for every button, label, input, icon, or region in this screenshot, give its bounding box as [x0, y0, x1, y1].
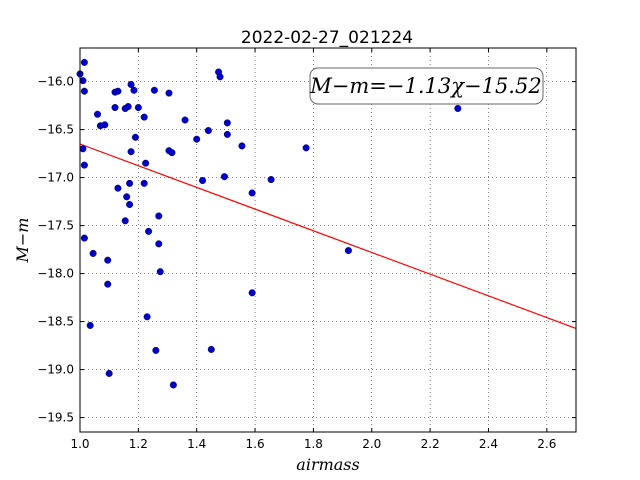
data-point: [134, 104, 142, 112]
data-point: [79, 145, 87, 153]
data-point: [127, 80, 135, 88]
fit-line-group: [79, 143, 577, 329]
data-point: [344, 247, 352, 255]
data-point: [267, 176, 275, 184]
data-point: [114, 87, 122, 95]
data-point: [140, 179, 148, 187]
data-point: [94, 110, 102, 118]
y-tick-label: −18.0: [37, 267, 74, 281]
x-tick-label: 2.4: [479, 437, 498, 451]
data-point: [165, 89, 173, 97]
x-tick-label: 1.6: [246, 437, 265, 451]
x-tick-label: 1.0: [70, 437, 89, 451]
data-point: [193, 135, 201, 143]
data-points: [76, 58, 462, 389]
annotation-box: [309, 67, 544, 105]
y-axis-ticks: −16.0 −16.5 −17.0 −17.5 −18.0 −18.5 −19.0 −19.5: [37, 75, 576, 425]
x-axis-label: airmass: [296, 455, 359, 474]
y-tick-label: −17.5: [37, 219, 74, 233]
data-point: [80, 161, 88, 169]
data-point: [168, 149, 176, 157]
data-point: [89, 249, 97, 257]
fit-line: [79, 143, 577, 329]
data-point: [123, 193, 131, 201]
data-point: [131, 133, 139, 141]
x-tick-label: 2.0: [362, 437, 381, 451]
x-tick-label: 1.8: [304, 437, 323, 451]
y-axis-label: M−m: [13, 218, 32, 264]
data-point: [114, 184, 122, 192]
data-point: [130, 86, 138, 94]
x-tick-label: 2.6: [537, 437, 556, 451]
data-point: [105, 369, 113, 377]
data-point: [104, 280, 112, 288]
data-point: [142, 159, 150, 167]
x-axis-ticks: 1.0 1.2 1.4 1.6 1.8 2.0 2.2 2.4 2.6: [70, 48, 556, 451]
data-point: [223, 130, 231, 138]
data-point: [223, 119, 231, 127]
annotation-text: M−m=−1.13χ−15.52: [309, 74, 541, 98]
data-point: [302, 144, 310, 152]
data-point: [79, 77, 87, 85]
data-point: [140, 113, 148, 121]
plot-area: [80, 48, 576, 432]
grid-lines: [79, 48, 576, 432]
data-point: [86, 321, 94, 329]
y-tick-label: −19.5: [37, 411, 74, 425]
data-point: [181, 116, 189, 124]
data-point: [111, 104, 119, 112]
data-point: [204, 127, 212, 135]
y-tick-label: −16.5: [37, 123, 74, 137]
data-point: [121, 217, 129, 225]
data-point: [80, 234, 88, 242]
data-point: [126, 179, 134, 187]
plot-frame: [79, 47, 577, 433]
data-point: [238, 142, 246, 150]
equation-annotation: M−m=−1.13χ−15.52: [309, 67, 544, 105]
data-point: [126, 200, 134, 208]
y-tick-label: −16.0: [37, 75, 74, 89]
x-tick-label: 1.4: [187, 437, 206, 451]
x-tick-label: 1.2: [129, 437, 148, 451]
x-tick-label: 2.2: [421, 437, 440, 451]
y-tick-label: −18.5: [37, 315, 74, 329]
data-point: [248, 289, 256, 297]
y-tick-label: −17.0: [37, 171, 74, 185]
data-point: [143, 313, 151, 321]
data-point: [80, 87, 88, 95]
data-point: [155, 212, 163, 220]
data-point: [169, 381, 177, 389]
data-point: [207, 345, 215, 353]
data-point: [104, 256, 112, 264]
data-point: [220, 173, 228, 181]
data-point: [152, 346, 160, 354]
data-point: [454, 104, 462, 112]
data-point: [150, 86, 158, 94]
data-point: [127, 148, 135, 156]
data-point: [216, 73, 224, 81]
data-point: [124, 103, 132, 111]
data-point: [101, 121, 109, 129]
data-point: [155, 240, 163, 248]
y-tick-label: −19.0: [37, 363, 74, 377]
data-point: [80, 58, 88, 66]
data-point: [145, 227, 153, 235]
chart-title: 2022-02-27_021224: [241, 28, 413, 48]
data-point: [199, 176, 207, 184]
data-point: [156, 268, 164, 276]
data-point: [248, 189, 256, 197]
